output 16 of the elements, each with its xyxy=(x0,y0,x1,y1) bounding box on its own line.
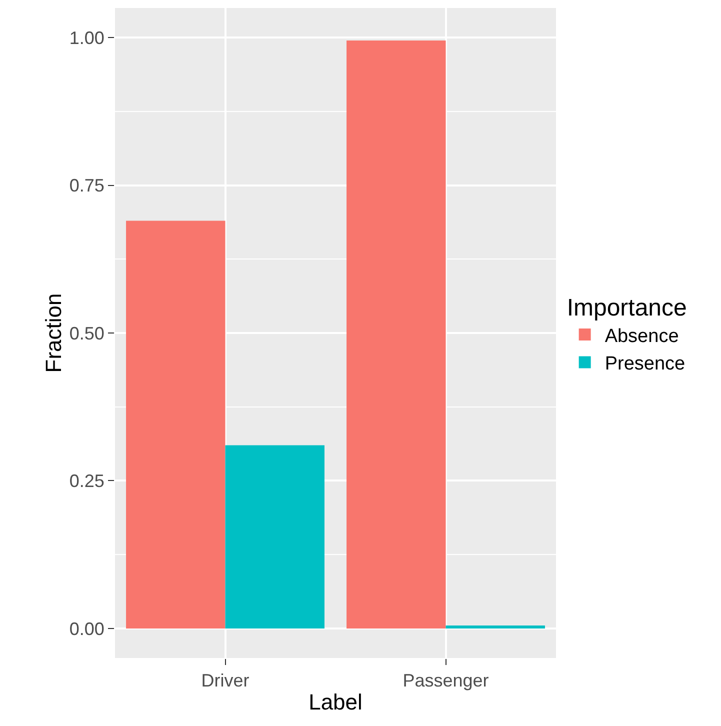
bar xyxy=(225,445,324,628)
bar xyxy=(126,220,226,628)
bar xyxy=(446,626,545,628)
x-tick-label: Driver xyxy=(201,670,250,691)
y-tick-label: 0.00 xyxy=(69,618,104,639)
legend-label: Absence xyxy=(604,326,679,347)
bar xyxy=(346,40,446,628)
y-tick-label: 0.25 xyxy=(69,471,104,492)
x-axis-title: Label xyxy=(308,690,362,714)
x-tick-label: Passenger xyxy=(402,670,489,691)
legend-title: Importance xyxy=(566,294,687,322)
y-tick-label: 0.50 xyxy=(69,323,104,344)
y-axis-title: Fraction xyxy=(41,293,66,373)
legend-label: Presence xyxy=(604,354,686,375)
y-tick-label: 1.00 xyxy=(69,28,104,48)
y-tick-label: 0.75 xyxy=(69,176,104,196)
